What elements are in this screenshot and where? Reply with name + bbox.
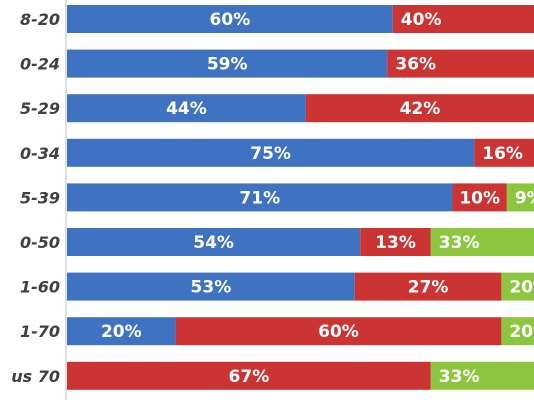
category-label: us 70	[11, 367, 60, 386]
bar-segment	[474, 138, 534, 167]
data-label: 33%	[439, 233, 480, 253]
bar-segment	[67, 183, 453, 212]
bar-segment	[452, 183, 507, 212]
category-labels-group: 8-20 0-24 5-29 0-34 5-39 0-50 1-60 1-70 us 70	[11, 10, 60, 386]
data-label: 71%	[239, 188, 280, 208]
data-label: 20%	[101, 322, 142, 342]
bar-segment	[67, 94, 306, 123]
bar-segment	[67, 317, 176, 346]
bar-segment	[430, 361, 534, 390]
data-label: 9%	[515, 188, 534, 208]
bar-segment	[305, 94, 534, 123]
data-label: 54%	[193, 233, 234, 253]
bars-group: 60%40%59%36%544%42%475%16%9%71%10%9%54%1…	[67, 5, 534, 390]
data-label: 59%	[207, 55, 248, 75]
data-label: 33%	[439, 367, 480, 387]
data-label: 10%	[459, 188, 500, 208]
data-label: 44%	[166, 99, 207, 119]
data-label: 20%	[509, 322, 534, 342]
bar-segment	[501, 272, 534, 301]
category-label: 1-60	[20, 278, 60, 297]
category-label: 0-34	[20, 144, 60, 163]
bar-segment	[67, 228, 361, 256]
bar-segment	[387, 49, 534, 78]
data-label: 36%	[395, 55, 436, 75]
category-label: 0-50	[20, 233, 60, 252]
category-label: 5-29	[20, 99, 60, 118]
bar-segment	[67, 361, 431, 390]
bar-segment	[506, 183, 534, 212]
bar-segment	[67, 49, 388, 78]
bar-segment	[175, 317, 502, 346]
data-label: 20%	[509, 278, 534, 298]
category-label: 1-70	[20, 322, 60, 341]
data-label: 60%	[318, 322, 359, 342]
category-label: 5-39	[20, 188, 60, 207]
data-label: 16%	[482, 144, 523, 164]
bar-segment	[67, 5, 393, 33]
bar-segment	[501, 317, 534, 346]
bar-segment	[360, 228, 431, 256]
data-label: 53%	[191, 278, 232, 298]
data-label: 42%	[400, 99, 441, 119]
bar-segment	[354, 272, 502, 301]
bar-segment	[392, 5, 534, 33]
data-label: 27%	[408, 278, 449, 298]
category-label: 0-24	[20, 55, 60, 74]
data-label: 60%	[210, 10, 251, 30]
bar-segment	[430, 228, 534, 256]
bar-segment	[67, 272, 355, 301]
data-label: 13%	[375, 233, 416, 253]
bar-segment	[67, 138, 475, 167]
category-label: 8-20	[20, 10, 60, 29]
data-label: 67%	[229, 367, 270, 387]
data-label: 75%	[250, 144, 291, 164]
data-label: 40%	[401, 10, 442, 30]
